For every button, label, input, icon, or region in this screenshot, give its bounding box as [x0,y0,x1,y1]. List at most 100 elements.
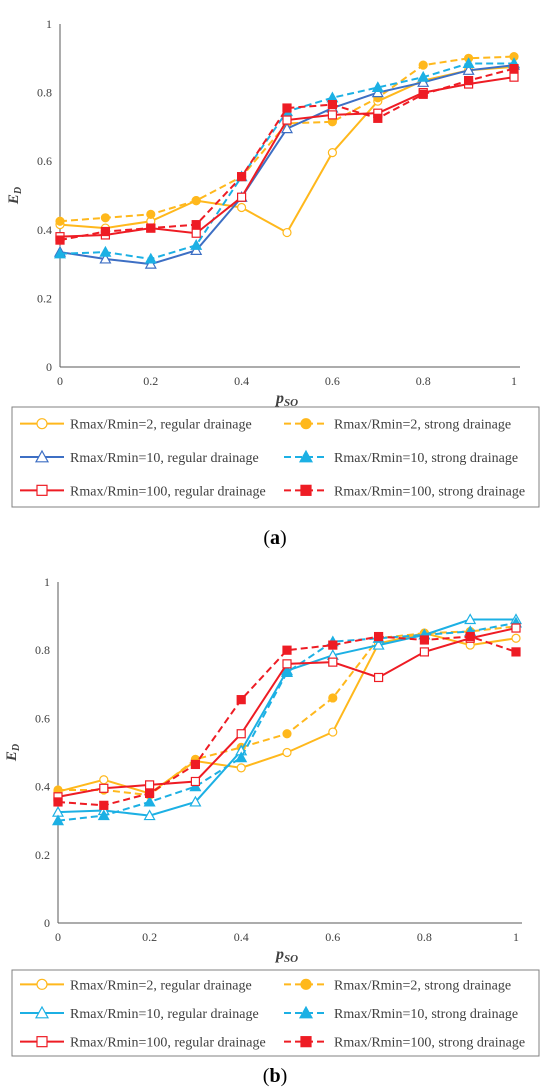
data-point-series-2 [99,252,112,264]
panel-a: 0 0.2 0.4 0.6 0.8 1 0 0.2 0.4 0.6 0.8 1 pSO ED Rmax/Rm… [6,17,540,549]
data-point-series-3 [190,238,203,250]
x-axis-title-main: p [274,390,284,407]
x-tick-label: 0.2 [143,374,158,388]
x-tick-label: 0.4 [234,374,249,388]
x-tick-label: 0 [55,930,61,944]
legend-marker-4 [36,484,48,496]
data-point-series-2 [462,64,475,75]
x-tick-label: 1 [511,374,517,388]
x-tick-label: 0.4 [234,930,249,944]
series-line-3 [57,621,517,822]
data-point-series-5 [99,800,109,810]
legend-marker-2 [34,1005,50,1019]
data-point-series-5 [464,75,474,86]
data-point-series-4 [191,228,201,238]
legend-label-3: Rmax/Rmin=10, strong drainage [334,1007,518,1022]
legend-marker-5 [300,1036,312,1048]
legend-label-2: Rmax/Rmin=10, regular drainage [70,1007,259,1022]
x-axis-title-main: p [274,946,284,963]
panel-label-close: ) [281,1065,288,1087]
data-point-series-2 [280,122,294,134]
x-tick-label: 0.8 [416,374,431,388]
series-line-1 [59,55,515,223]
data-point-series-3 [280,666,294,677]
data-point-series-5 [374,631,384,642]
y-tick-label: 0.2 [37,291,52,305]
data-point-series-1 [282,729,292,739]
data-point-series-3 [97,809,110,821]
data-point-series-1 [55,216,65,226]
data-point-series-5 [418,89,428,99]
y-tick-label: 1 [46,17,52,31]
data-point-series-4 [190,776,200,787]
data-point-series-5 [373,113,383,123]
data-point-series-4 [509,72,519,82]
data-point-series-3 [53,247,67,259]
data-point-series-5 [511,647,521,657]
y-tick-label: 0 [44,916,50,930]
y-axis-title-main: E [6,194,22,205]
x-axis-title: pSO [274,390,298,409]
data-point-series-4 [99,783,109,793]
data-point-series-3 [144,252,157,264]
data-point-series-4 [419,647,429,657]
data-point-series-5 [327,100,337,110]
data-point-series-5 [236,695,246,705]
data-point-series-0 [282,227,292,238]
y-tick-label: 0.4 [37,223,52,237]
series-line-5 [57,635,517,807]
y-tick-label: 1 [44,575,50,589]
data-point-series-4 [374,672,384,683]
data-point-series-0 [99,775,109,785]
legend-marker-2 [34,449,50,463]
legend-marker-4 [36,1036,48,1048]
panel-label-close: ) [280,527,287,549]
y-tick-label: 0.6 [37,154,52,168]
y-tick-label: 0.2 [35,848,50,862]
data-point-series-5 [145,788,155,799]
data-point-series-5 [146,223,156,233]
panel-label-open: ( [263,527,270,549]
data-point-series-1 [418,60,428,70]
data-point-series-5 [100,226,111,237]
legend-marker-5 [300,484,312,496]
data-point-series-5 [328,640,338,650]
data-point-series-4 [511,623,521,633]
y-axis-title-sub: D [13,187,24,195]
legend-label-4: Rmax/Rmin=100, regular drainage [70,484,266,499]
legend-label-5: Rmax/Rmin=100, strong drainage [334,1036,525,1051]
legend-label-0: Rmax/Rmin=2, regular drainage [70,978,252,993]
data-point-series-3 [371,81,384,93]
data-point-series-2 [417,76,430,87]
data-point-series-0 [327,148,337,158]
data-point-series-3 [235,751,248,763]
data-point-series-4 [282,659,292,669]
data-point-series-2 [189,795,202,807]
data-point-series-0 [511,633,521,643]
legend-marker-3 [298,1005,314,1019]
data-point-series-1 [328,693,338,703]
data-point-series-3 [143,795,156,807]
panel-label-letter: a [270,527,280,549]
legend-marker-3 [298,449,314,463]
legend-marker-1 [300,418,312,430]
panel-label: (b) [263,1065,287,1087]
data-point-series-2 [371,86,384,98]
legend-label-0: Rmax/Rmin=2, regular drainage [70,418,252,433]
panel-b: 0 0.2 0.4 0.6 0.8 1 0 0.2 0.4 0.6 0.8 1 pSO ED Rmax/Rm… [4,575,540,1087]
series-line-5 [59,67,515,242]
data-point-series-4 [328,657,338,667]
series-line-4 [59,76,515,238]
x-tick-label: 0.6 [325,374,340,388]
data-point-series-3 [51,814,65,826]
data-point-series-5 [55,235,65,245]
data-point-series-1 [146,209,156,219]
x-tick-label: 0.2 [142,930,157,944]
data-point-series-4 [327,110,337,120]
data-point-series-2 [144,257,157,269]
y-tick-label: 0.8 [37,86,52,100]
y-axis-title: ED [6,187,24,205]
legend-label-3: Rmax/Rmin=10, strong drainage [334,451,518,466]
legend-marker-1 [300,978,312,990]
